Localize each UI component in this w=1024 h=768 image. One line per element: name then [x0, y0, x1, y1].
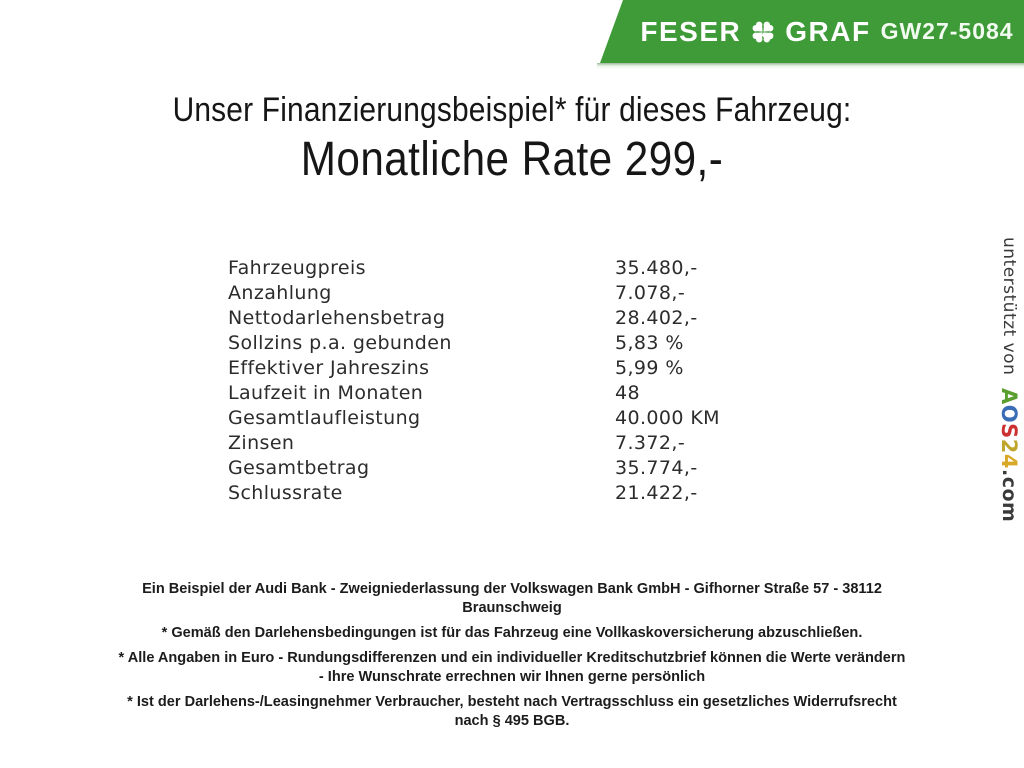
disclaimer-bank: Ein Beispiel der Audi Bank - Zweignieder… — [15, 579, 1008, 617]
brand-name-feser: FESER — [640, 15, 742, 47]
row-label: Gesamtbetrag — [228, 457, 370, 479]
row-label: Schlussrate — [228, 482, 343, 504]
disclaimer-line: Ein Beispiel der Audi Bank - Zweignieder… — [142, 580, 882, 597]
row-value: 21.422,- — [615, 482, 698, 504]
aos24-letter: 2 — [997, 439, 1021, 455]
row-value: 35.480,- — [615, 257, 698, 279]
row-label: Effektiver Jahreszins — [228, 357, 430, 379]
row-value: 5,83 % — [615, 332, 684, 354]
finance-table: Fahrzeugpreis 35.480,- Anzahlung 7.078,-… — [228, 256, 788, 506]
page-title: Unser Finanzierungsbeispiel* für dieses … — [172, 91, 852, 129]
supported-by-vertical: unterstützt von AOS24.com — [997, 237, 1021, 523]
table-row: Fahrzeugpreis 35.480,- — [228, 256, 788, 281]
disclaimer-line: * Gemäß den Darlehensbedingungen ist für… — [161, 624, 863, 641]
row-label: Fahrzeugpreis — [228, 257, 366, 279]
table-row: Zinsen 7.372,- — [228, 431, 788, 456]
aos24-logo: AOS24.com — [997, 388, 1021, 522]
aos24-letter: O — [997, 405, 1021, 424]
disclaimer-insurance: * Gemäß den Darlehensbedingungen ist für… — [15, 623, 1008, 642]
row-value: 40.000 KM — [615, 407, 720, 429]
aos24-domain-suffix: .com — [998, 469, 1020, 523]
disclaimer-euro-values: * Alle Angaben in Euro - Rundungsdiffere… — [15, 648, 1008, 686]
row-value: 7.078,- — [615, 282, 686, 304]
supported-by-text: unterstützt von — [999, 237, 1019, 376]
banner-shadow — [597, 63, 1024, 69]
vehicle-id: GW27-5084 — [880, 18, 1014, 44]
aos24-letter: S — [997, 423, 1021, 440]
row-value: 7.372,- — [615, 432, 686, 454]
row-label: Laufzeit in Monaten — [228, 382, 424, 404]
table-row: Effektiver Jahreszins 5,99 % — [228, 356, 788, 381]
monthly-rate-title: Monatliche Rate 299,- — [300, 132, 724, 186]
row-label: Anzahlung — [228, 282, 332, 304]
disclaimer-withdrawal: * Ist der Darlehens-/Leasingnehmer Verbr… — [15, 692, 1008, 730]
dealer-banner: FESER — [600, 0, 1024, 63]
disclaimer-line: - Ihre Wunschrate errechnen wir Ihnen ge… — [318, 668, 706, 685]
disclaimer-line: * Alle Angaben in Euro - Rundungsdiffere… — [118, 649, 906, 666]
row-label: Gesamtlaufleistung — [228, 407, 421, 429]
aos24-letter: 4 — [997, 454, 1021, 470]
row-value: 35.774,- — [615, 457, 698, 479]
table-row: Nettodarlehensbetrag 28.402,- — [228, 306, 788, 331]
aos24-letter: A — [997, 388, 1021, 406]
footer-disclaimer: Ein Beispiel der Audi Bank - Zweignieder… — [15, 579, 1008, 736]
row-label: Zinsen — [228, 432, 295, 454]
disclaimer-line: Braunschweig — [462, 599, 562, 616]
row-value: 48 — [615, 382, 640, 404]
disclaimer-line: * Ist der Darlehens-/Leasingnehmer Verbr… — [127, 693, 897, 710]
table-row: Gesamtbetrag 35.774,- — [228, 456, 788, 481]
row-label: Nettodarlehensbetrag — [228, 307, 446, 329]
clover-icon — [752, 21, 774, 42]
table-row: Sollzins p.a. gebunden 5,83 % — [228, 331, 788, 356]
row-label: Sollzins p.a. gebunden — [228, 332, 452, 354]
disclaimer-line: nach § 495 BGB. — [454, 712, 570, 729]
row-value: 5,99 % — [615, 357, 684, 379]
table-row: Laufzeit in Monaten 48 — [228, 381, 788, 406]
table-row: Schlussrate 21.422,- — [228, 481, 788, 506]
brand-name-graf: GRAF — [785, 15, 871, 47]
row-value: 28.402,- — [615, 307, 698, 329]
table-row: Anzahlung 7.078,- — [228, 281, 788, 306]
table-row: Gesamtlaufleistung 40.000 KM — [228, 406, 788, 431]
headline-block: Unser Finanzierungsbeispiel* für dieses … — [61, 90, 962, 187]
